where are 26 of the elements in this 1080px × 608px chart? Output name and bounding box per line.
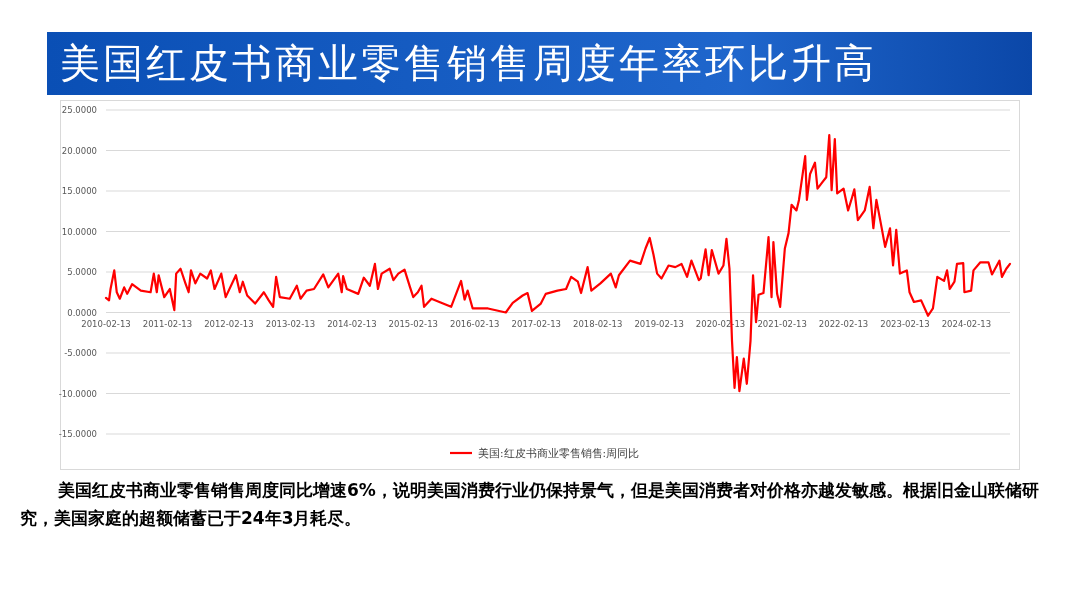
x-tick-label: 2023-02-13 xyxy=(880,318,930,329)
x-tick-label: 2011-02-13 xyxy=(142,318,193,329)
text: 美国红皮书商业零售销售周度同比增速6%，说明美国消费行业仍保持景气，但是美国消费者对价格亦越发敏感。根据旧金山联储研究，美国家庭的超额储蓄已于24年3月耗尽。 xyxy=(20,479,1040,530)
y-tick-label: 20.0000 xyxy=(61,145,97,156)
y-tick-label: 25.0000 xyxy=(61,105,97,115)
x-tick-label: 2010-02-13 xyxy=(81,318,131,329)
x-tick-label: 2016-02-13 xyxy=(450,318,500,329)
y-tick-label: 5.0000 xyxy=(67,267,97,277)
y-tick-label: 0.0000 xyxy=(67,307,97,318)
y-tick-label: -5.0000 xyxy=(64,348,97,358)
y-tick-label: 10.0000 xyxy=(61,226,97,237)
x-tick-label: 2017-02-13 xyxy=(511,318,561,329)
x-tick-label: 2013-02-13 xyxy=(265,318,316,329)
y-tick-label: -15.0000 xyxy=(58,429,97,439)
x-tick-label: 2015-02-13 xyxy=(388,318,438,329)
x-tick-label: 2024-02-13 xyxy=(941,318,992,329)
legend: 美国:红皮书商业零售销售:周同比 xyxy=(450,447,640,459)
y-tick-label: 15.0000 xyxy=(61,186,97,196)
title: 美国红皮书商业零售销售周度年率环比升高 xyxy=(60,39,877,88)
x-tick-label: 2022-02-13 xyxy=(818,318,869,329)
x-tick-label: 2019-02-13 xyxy=(634,318,684,329)
y-tick-label: -10.0000 xyxy=(58,388,97,399)
x-tick-label: 2018-02-13 xyxy=(573,318,623,329)
x-tick-label: 2014-02-13 xyxy=(327,318,377,329)
x-tick-label: 2021-02-13 xyxy=(757,318,807,329)
x-tick-label: 2012-02-13 xyxy=(204,318,254,329)
